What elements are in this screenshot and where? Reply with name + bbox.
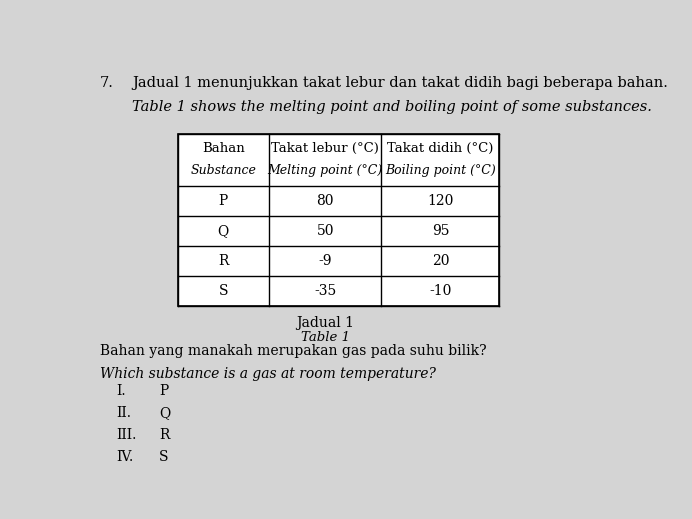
Text: Q: Q (159, 406, 170, 420)
Text: 7.: 7. (100, 76, 113, 90)
Text: Bahan yang manakah merupakan gas pada suhu bilik?: Bahan yang manakah merupakan gas pada su… (100, 344, 486, 358)
Text: Q: Q (217, 224, 229, 238)
Text: Table 1: Table 1 (300, 331, 349, 344)
Text: P: P (219, 194, 228, 208)
Text: Bahan: Bahan (202, 142, 245, 155)
Text: Jadual 1: Jadual 1 (296, 316, 354, 330)
Bar (178, 134, 500, 306)
Text: S: S (159, 450, 168, 464)
Text: Melting point (°C): Melting point (°C) (268, 164, 383, 177)
Text: 95: 95 (432, 224, 449, 238)
Text: S: S (219, 284, 228, 298)
Text: -35: -35 (314, 284, 336, 298)
Text: P: P (159, 384, 168, 398)
Text: 50: 50 (316, 224, 334, 238)
Text: II.: II. (116, 406, 131, 420)
Text: Which substance is a gas at room temperature?: Which substance is a gas at room tempera… (100, 367, 436, 381)
Text: III.: III. (116, 428, 136, 442)
Text: Boiling point (°C): Boiling point (°C) (385, 164, 496, 177)
Text: I.: I. (116, 384, 126, 398)
Text: Jadual 1 menunjukkan takat lebur dan takat didih bagi beberapa bahan.: Jadual 1 menunjukkan takat lebur dan tak… (132, 76, 668, 90)
Text: R: R (159, 428, 170, 442)
Text: R: R (218, 254, 228, 268)
Text: Substance: Substance (190, 164, 256, 177)
Text: 120: 120 (427, 194, 454, 208)
Text: Table 1 shows the melting point and boiling point of some substances.: Table 1 shows the melting point and boil… (132, 100, 652, 114)
Text: IV.: IV. (116, 450, 134, 464)
Text: -9: -9 (318, 254, 332, 268)
Text: 80: 80 (316, 194, 334, 208)
Text: Takat lebur (°C): Takat lebur (°C) (271, 142, 379, 155)
Text: 20: 20 (432, 254, 449, 268)
Text: -10: -10 (429, 284, 452, 298)
Text: Takat didih (°C): Takat didih (°C) (388, 142, 493, 155)
